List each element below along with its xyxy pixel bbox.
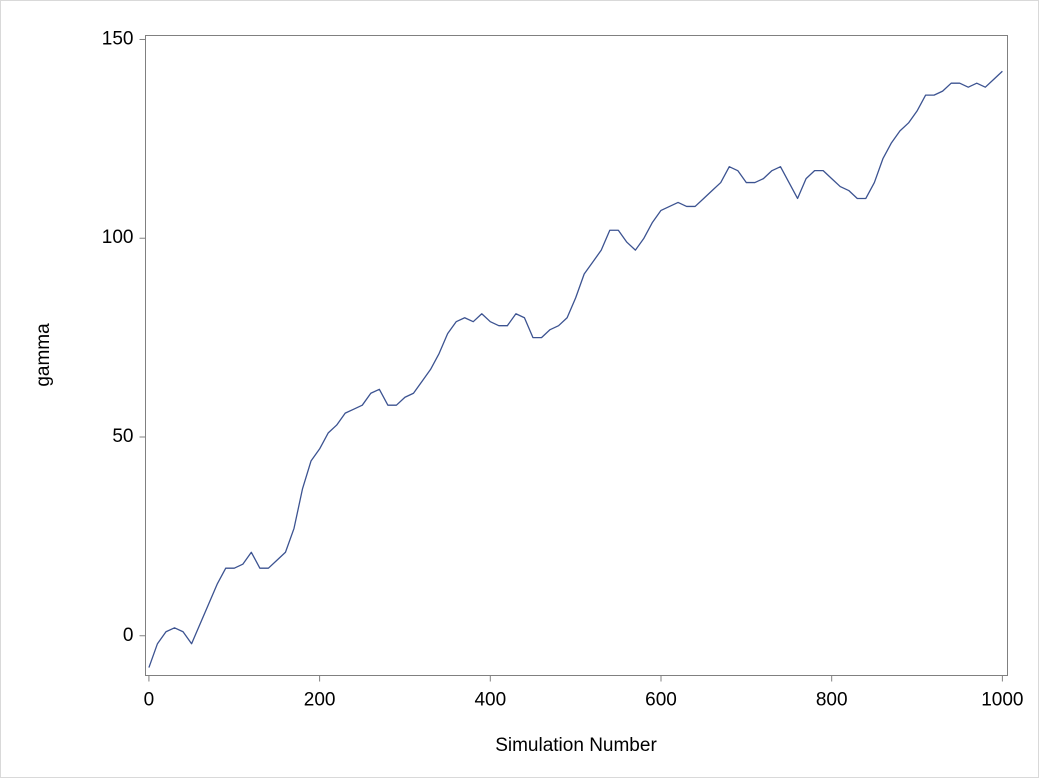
x-tick-label: 1000	[981, 690, 1023, 711]
x-tick-label: 200	[304, 690, 336, 711]
x-tick-label: 600	[645, 690, 677, 711]
y-tick-label: 0	[123, 625, 134, 646]
plot-frame	[145, 35, 1008, 676]
y-tick-label: 50	[112, 426, 133, 447]
y-axis-label: gamma	[33, 323, 54, 387]
y-tick-label: 150	[102, 28, 134, 49]
x-tick-label: 800	[816, 690, 848, 711]
y-tick-label: 100	[102, 227, 134, 248]
x-tick-label: 400	[474, 690, 506, 711]
x-tick-label: 0	[144, 690, 155, 711]
x-axis-label: Simulation Number	[495, 735, 657, 756]
data-line	[148, 70, 1003, 668]
